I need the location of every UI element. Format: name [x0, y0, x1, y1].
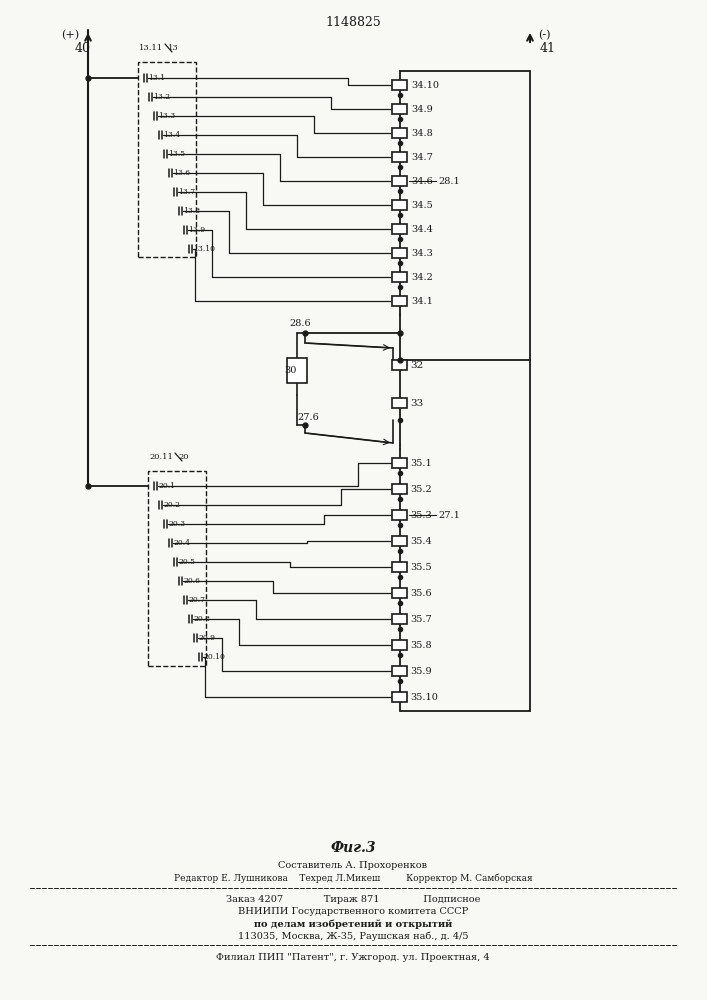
Text: ВНИИПИ Государственного комитета СССР: ВНИИПИ Государственного комитета СССР: [238, 908, 468, 916]
Bar: [392, 80, 407, 90]
Bar: [392, 458, 407, 468]
Text: 20.6: 20.6: [183, 577, 200, 585]
Text: 20.2: 20.2: [163, 501, 180, 509]
Bar: [392, 248, 407, 258]
Text: 34.8: 34.8: [411, 128, 433, 137]
Text: 13.7: 13.7: [178, 188, 195, 196]
Text: 13.6: 13.6: [173, 169, 190, 177]
Text: 13.4: 13.4: [163, 131, 180, 139]
Text: (-): (-): [538, 30, 551, 40]
Bar: [392, 562, 407, 572]
Text: 27.6: 27.6: [297, 414, 319, 422]
Text: 20.5: 20.5: [178, 558, 195, 566]
Text: 32: 32: [410, 360, 423, 369]
Bar: [392, 614, 407, 624]
Text: 113035, Москва, Ж-35, Раушская наб., д. 4/5: 113035, Москва, Ж-35, Раушская наб., д. …: [238, 931, 468, 941]
Text: (+): (+): [61, 30, 79, 40]
Bar: [287, 358, 307, 383]
Text: 20.9: 20.9: [198, 634, 215, 642]
Text: 35.9: 35.9: [410, 666, 432, 676]
Bar: [392, 360, 407, 370]
Text: Фиг.3: Фиг.3: [330, 841, 375, 855]
Text: 20.10: 20.10: [203, 653, 225, 661]
Text: 20.8: 20.8: [193, 615, 210, 623]
Bar: [392, 398, 407, 408]
Text: Редактор Е. Лушникова    Техред Л.Микеш         Корректор М. Самборская: Редактор Е. Лушникова Техред Л.Микеш Кор…: [174, 873, 532, 883]
Text: 30: 30: [284, 366, 296, 375]
Text: 34.2: 34.2: [411, 272, 433, 282]
Bar: [392, 692, 407, 702]
Bar: [148, 471, 206, 666]
Text: 13.10: 13.10: [193, 245, 215, 253]
Bar: [392, 224, 407, 234]
Text: 34.10: 34.10: [411, 81, 439, 90]
Text: 34.1: 34.1: [411, 296, 433, 306]
Text: 34.6: 34.6: [411, 176, 433, 186]
Text: 34.9: 34.9: [411, 104, 433, 113]
Bar: [392, 510, 407, 520]
Text: 35.10: 35.10: [410, 692, 438, 702]
Text: 13.11: 13.11: [139, 44, 163, 52]
Text: 28.1: 28.1: [438, 176, 460, 186]
Text: 20: 20: [178, 453, 189, 461]
Bar: [392, 640, 407, 650]
Text: 35.4: 35.4: [410, 536, 432, 546]
Text: 41: 41: [540, 41, 556, 54]
Text: 34.5: 34.5: [411, 200, 433, 210]
Text: Филиал ПИП "Патент", г. Ужгород. ул. Проектная, 4: Филиал ПИП "Патент", г. Ужгород. ул. Про…: [216, 952, 490, 962]
Bar: [392, 152, 407, 162]
Bar: [392, 200, 407, 210]
Bar: [138, 62, 196, 257]
Bar: [392, 484, 407, 494]
Text: 34.4: 34.4: [411, 225, 433, 233]
Text: 35.7: 35.7: [410, 614, 432, 624]
Text: 33: 33: [410, 398, 423, 408]
Text: Составитель А. Прохоренков: Составитель А. Прохоренков: [279, 860, 428, 869]
Text: 13.1: 13.1: [148, 74, 165, 82]
Text: 13: 13: [168, 44, 179, 52]
Text: 1148825: 1148825: [325, 15, 381, 28]
Text: 20.3: 20.3: [168, 520, 185, 528]
Text: 34.3: 34.3: [411, 248, 433, 257]
Text: 35.2: 35.2: [410, 485, 432, 493]
Text: 20.1: 20.1: [158, 482, 175, 490]
Text: 27.1: 27.1: [438, 510, 460, 520]
Bar: [392, 176, 407, 186]
Text: 13.8: 13.8: [183, 207, 200, 215]
Text: 20.7: 20.7: [188, 596, 205, 604]
Text: 13.2: 13.2: [153, 93, 170, 101]
Text: 20.11: 20.11: [149, 453, 173, 461]
Bar: [392, 296, 407, 306]
Text: 35.5: 35.5: [410, 562, 432, 572]
Text: 35.1: 35.1: [410, 458, 432, 468]
Text: Заказ 4207             Тираж 871              Подписное: Заказ 4207 Тираж 871 Подписное: [226, 896, 480, 904]
Bar: [392, 128, 407, 138]
Text: 20.4: 20.4: [173, 539, 190, 547]
Text: 28.6: 28.6: [289, 320, 311, 328]
Text: 40: 40: [75, 41, 91, 54]
Bar: [392, 536, 407, 546]
Bar: [392, 666, 407, 676]
Bar: [392, 104, 407, 114]
Text: 13.3: 13.3: [158, 112, 175, 120]
Text: 35.8: 35.8: [410, 641, 432, 650]
Text: 35.3: 35.3: [410, 510, 432, 520]
Text: 13.5: 13.5: [168, 150, 185, 158]
Text: по делам изобретений и открытий: по делам изобретений и открытий: [254, 919, 452, 929]
Bar: [392, 272, 407, 282]
Text: 35.6: 35.6: [410, 588, 432, 597]
Text: 34.7: 34.7: [411, 152, 433, 161]
Bar: [392, 588, 407, 598]
Text: 13.9: 13.9: [188, 226, 205, 234]
